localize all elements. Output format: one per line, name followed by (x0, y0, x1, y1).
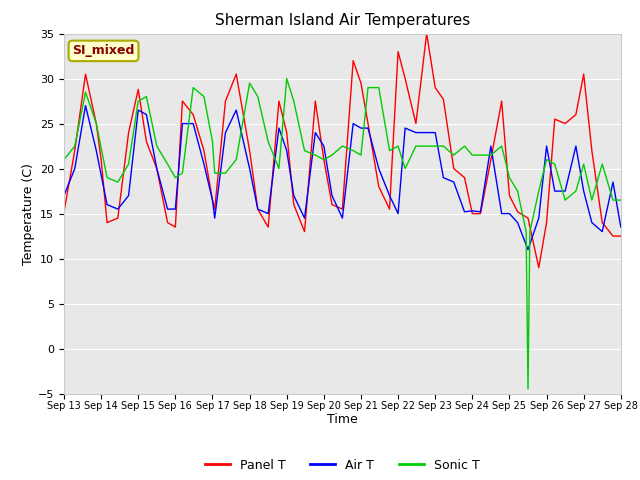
Legend: Panel T, Air T, Sonic T: Panel T, Air T, Sonic T (200, 454, 485, 477)
Panel T (172, 224, 179, 230)
Text: SI_mixed: SI_mixed (72, 44, 135, 58)
Sonic T (283, 76, 291, 82)
Sonic T (114, 179, 122, 185)
Air T (264, 211, 272, 216)
Panel T (254, 206, 262, 212)
Panel T (394, 48, 402, 54)
Air T (60, 192, 68, 199)
Sonic T (524, 386, 532, 392)
Air T (254, 206, 262, 212)
Air T (172, 206, 179, 212)
Panel T (535, 264, 543, 270)
Air T (82, 103, 90, 108)
Sonic T (617, 197, 625, 203)
Panel T (189, 112, 197, 118)
Title: Sherman Island Air Temperatures: Sherman Island Air Temperatures (215, 13, 470, 28)
Panel T (60, 209, 68, 215)
Line: Air T: Air T (64, 106, 621, 250)
Air T (617, 224, 625, 230)
Panel T (617, 233, 625, 239)
Y-axis label: Temperature (C): Temperature (C) (22, 163, 35, 264)
Panel T (561, 120, 569, 126)
Panel T (423, 31, 431, 36)
Sonic T (423, 143, 431, 149)
Air T (524, 247, 532, 252)
Air T (211, 215, 218, 221)
X-axis label: Time: Time (327, 413, 358, 426)
Panel T (357, 80, 365, 86)
Sonic T (211, 170, 218, 176)
Sonic T (561, 197, 569, 203)
Line: Panel T: Panel T (64, 34, 621, 267)
Air T (423, 130, 431, 135)
Sonic T (60, 156, 68, 162)
Air T (232, 107, 240, 113)
Sonic T (179, 170, 186, 176)
Sonic T (357, 152, 365, 158)
Line: Sonic T: Sonic T (64, 79, 621, 389)
